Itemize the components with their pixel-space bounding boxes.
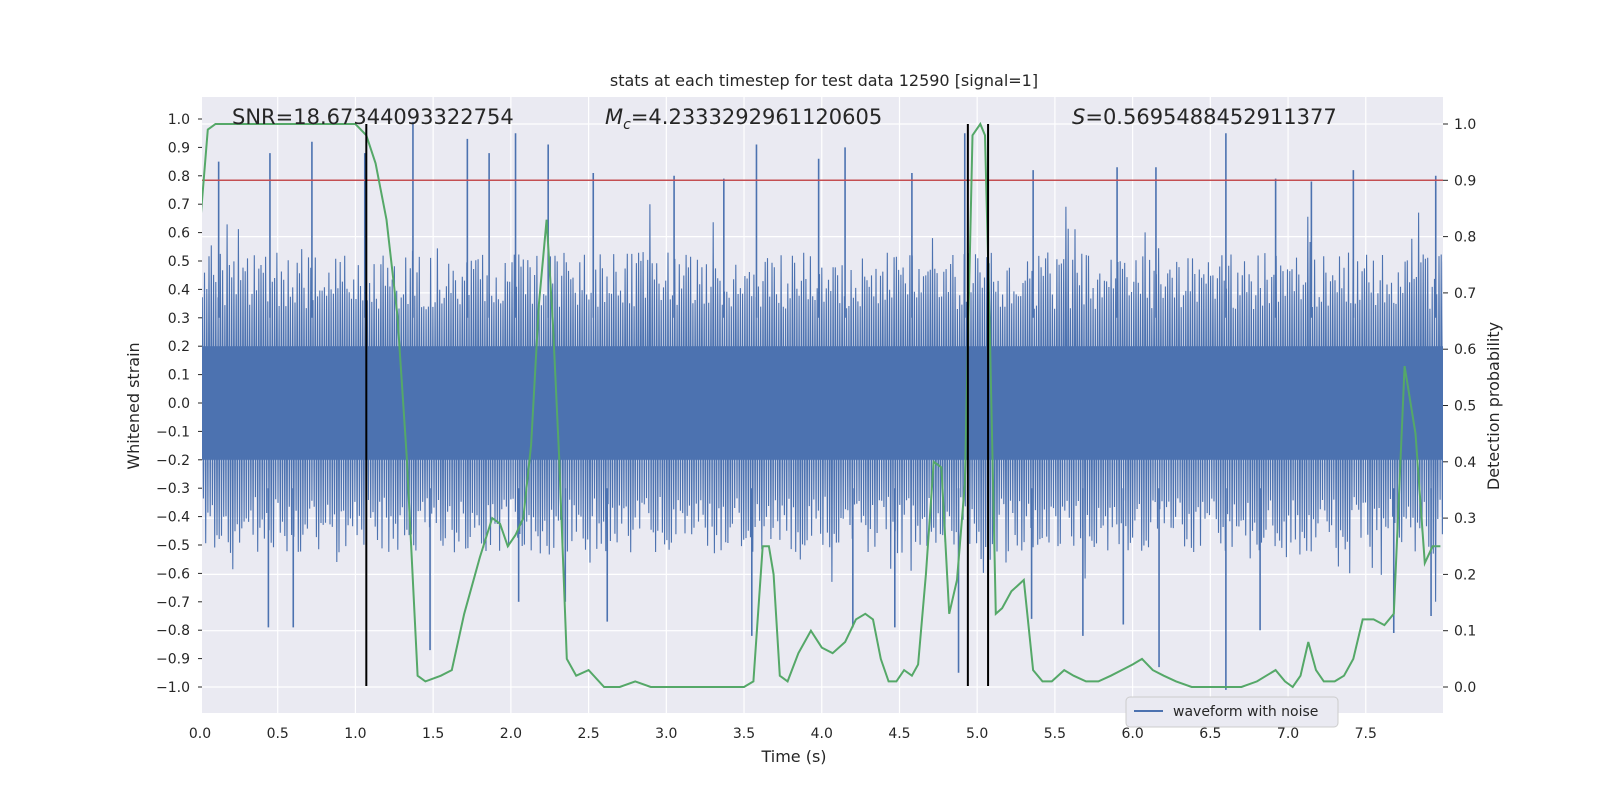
snr-annotation: SNR=18.67344093322754 xyxy=(232,105,514,129)
y-tick-label: −0.5 xyxy=(156,538,190,554)
y2-axis-label: Detection probability xyxy=(1484,322,1503,490)
x-tick-label: 1.5 xyxy=(422,726,444,742)
x-tick-label: 6.0 xyxy=(1121,726,1143,742)
y2-tick-label: 0.3 xyxy=(1454,511,1476,527)
y-tick-label: −0.7 xyxy=(156,595,190,611)
waveform-core xyxy=(202,346,1443,460)
x-tick-label: 4.0 xyxy=(811,726,833,742)
x-tick-label: 7.5 xyxy=(1355,726,1377,742)
y2-tick-label: 0.1 xyxy=(1454,624,1476,640)
y-tick-label: 0.8 xyxy=(168,169,190,185)
y-tick-label: 0.4 xyxy=(168,282,190,298)
x-tick-label: 1.0 xyxy=(344,726,366,742)
y-tick-label: −0.9 xyxy=(156,652,190,668)
x-axis-label: Time (s) xyxy=(760,747,826,766)
y-tick-label: −0.1 xyxy=(156,424,190,440)
x-tick-label: 2.0 xyxy=(500,726,522,742)
x-tick-label: 0.0 xyxy=(189,726,211,742)
y2-tick-label: 0.5 xyxy=(1454,399,1476,415)
y-tick-label: 0.5 xyxy=(168,254,190,270)
chirp-mass-value: =4.2333292961120605 xyxy=(631,105,882,129)
y-tick-label: −0.4 xyxy=(156,510,190,526)
y-tick-label: 1.0 xyxy=(168,112,190,128)
y2-tick-label: 0.7 xyxy=(1454,286,1476,302)
s-annotation: S=0.5695488452911377 xyxy=(1072,105,1337,129)
s-symbol: S xyxy=(1072,105,1085,129)
y-tick-label: −0.2 xyxy=(156,453,190,469)
x-tick-label: 6.5 xyxy=(1199,726,1221,742)
s-value: =0.5695488452911377 xyxy=(1085,105,1336,129)
y-tick-label: −0.3 xyxy=(156,481,190,497)
legend-box xyxy=(1125,696,1339,728)
legend-label-waveform: waveform with noise xyxy=(1173,704,1318,720)
annotations: SNR=18.67344093322754 Mc=4.2333292961120… xyxy=(232,105,1337,133)
y-tick-label: 0.7 xyxy=(168,197,190,213)
x-tick-label: 7.0 xyxy=(1277,726,1299,742)
detection-probability-line xyxy=(202,121,1441,689)
x-tick-label: 0.5 xyxy=(267,726,289,742)
y2-tick-label: 0.2 xyxy=(1454,567,1476,583)
axis-ticks: 0.0 0.5 1.0 1.5 2.0 2.5 3.0 3.5 4.0 4.5 5.0 5.5 6.0 6… xyxy=(156,112,1476,742)
chart-title: stats at each timestep for test data 125… xyxy=(610,71,1038,90)
y-tick-label: 0.3 xyxy=(168,311,190,327)
x-tick-label: 2.5 xyxy=(577,726,599,742)
y-tick-label: 0.2 xyxy=(168,339,190,355)
y2-tick-label: 0.4 xyxy=(1454,455,1476,471)
y2-tick-label: 0.9 xyxy=(1454,173,1476,189)
y-tick-label: −1.0 xyxy=(156,680,190,696)
x-tick-label: 5.0 xyxy=(966,726,988,742)
vertical-markers xyxy=(365,124,990,686)
y-tick-label: 0.9 xyxy=(168,140,190,156)
y-tick-label: 0.1 xyxy=(168,368,190,384)
chirp-mass-subscript: c xyxy=(623,117,631,133)
series-layer xyxy=(202,121,1443,690)
y2-tick-label: 0.8 xyxy=(1454,230,1476,246)
y-tick-label: −0.6 xyxy=(156,566,190,582)
x-tick-label: 3.0 xyxy=(655,726,677,742)
y-tick-label: −0.8 xyxy=(156,623,190,639)
legend: waveform with noise xyxy=(1125,696,1339,728)
x-tick-label: 5.5 xyxy=(1044,726,1066,742)
x-tick-label: 3.5 xyxy=(733,726,755,742)
chirp-mass-symbol: M xyxy=(605,105,623,129)
y2-tick-label: 0.6 xyxy=(1454,342,1476,358)
y-tick-label: 0.6 xyxy=(168,226,190,242)
y2-tick-label: 0.0 xyxy=(1454,680,1476,696)
chirp-mass-annotation: Mc=4.2333292961120605 xyxy=(605,105,882,133)
x-tick-label: 4.5 xyxy=(888,726,910,742)
y2-tick-label: 1.0 xyxy=(1454,117,1476,133)
y-axis-label: Whitened strain xyxy=(124,342,143,469)
y-tick-label: 0.0 xyxy=(168,396,190,412)
